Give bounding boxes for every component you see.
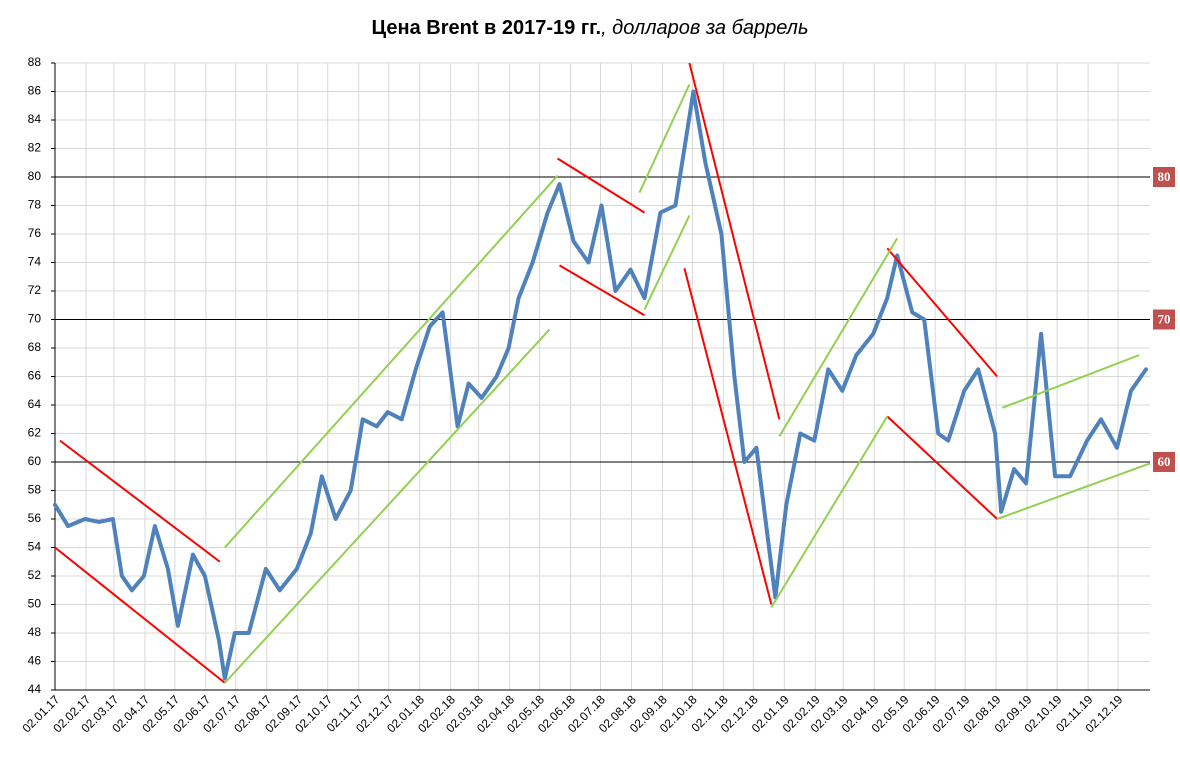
y-tick-label: 50	[28, 597, 42, 611]
y-tick-label: 56	[28, 511, 42, 525]
reference-label: 60	[1158, 454, 1171, 469]
y-tick-label: 82	[28, 141, 42, 155]
reference-label-box	[1153, 309, 1175, 330]
trend-line	[886, 415, 998, 520]
y-tick-label: 88	[28, 55, 42, 69]
trend-line	[1001, 354, 1140, 409]
y-tick-label: 74	[28, 255, 42, 269]
y-tick-label: 48	[28, 625, 42, 639]
reference-label-box	[1153, 452, 1175, 472]
y-tick-label: 78	[28, 198, 42, 212]
y-tick-label: 70	[28, 312, 42, 326]
trend-line	[688, 62, 781, 420]
y-tick-label: 62	[28, 426, 42, 440]
y-tick-label: 46	[28, 654, 42, 668]
y-tick-label: 64	[28, 397, 42, 411]
trend-line	[557, 157, 645, 214]
trend-line	[996, 462, 1151, 520]
trend-line	[224, 328, 551, 684]
y-tick-label: 54	[28, 540, 42, 554]
price-line	[53, 89, 1148, 681]
trend-line	[886, 247, 998, 378]
trend-line	[778, 237, 899, 437]
reference-label-box	[1153, 167, 1175, 187]
y-tick-label: 86	[28, 84, 42, 98]
reference-label: 70	[1158, 311, 1171, 326]
trend-line	[59, 439, 221, 563]
trend-line	[224, 174, 559, 549]
y-tick-label: 72	[28, 283, 42, 297]
chart-title-group: Цена Brent в 2017-19 гг., долларов за ба…	[372, 17, 809, 39]
trend-line	[54, 546, 226, 684]
trend-line	[643, 215, 691, 310]
y-tick-label: 44	[28, 682, 42, 696]
y-tick-label: 66	[28, 369, 42, 383]
y-tick-label: 68	[28, 340, 42, 354]
trend-line	[770, 415, 889, 608]
y-tick-label: 58	[28, 483, 42, 497]
y-tick-label: 52	[28, 568, 42, 582]
y-tick-label: 60	[28, 454, 42, 468]
y-tick-label: 76	[28, 226, 42, 240]
trend-line	[638, 83, 691, 194]
chart-title: Цена Brent в 2017-19 гг.	[372, 17, 602, 39]
chart-subtitle: , долларов за баррель	[601, 17, 808, 39]
y-tick-label: 80	[28, 169, 42, 183]
trend-line	[559, 264, 645, 317]
y-tick-label: 84	[28, 112, 42, 126]
reference-label: 80	[1158, 169, 1171, 184]
trend-line	[683, 267, 773, 605]
